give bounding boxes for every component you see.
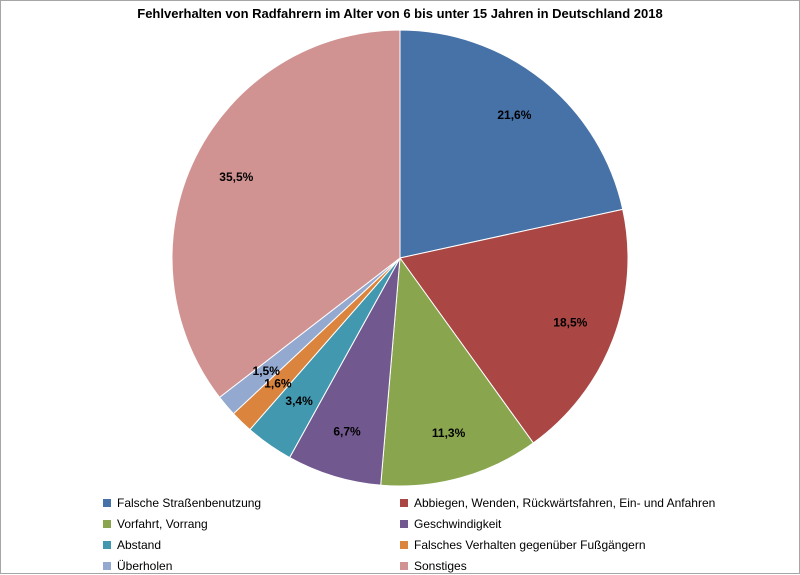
legend-label: Geschwindigkeit [414,517,502,531]
legend-item-sonstiges: Sonstiges [400,557,720,575]
pie-data-label: 6,7% [333,425,361,439]
pie-data-label: 1,6% [264,376,292,390]
legend-label: Abstand [117,538,162,552]
legend-label: Falsche Straßenbenutzung [117,496,262,510]
legend-swatch [400,499,408,507]
pie-data-label: 35,5% [219,170,253,184]
legend-swatch [103,541,111,549]
legend-item-abstand: Abstand [103,536,400,554]
pie-data-label: 18,5% [553,315,587,329]
legend-swatch [400,562,408,570]
pie-slice [399,208,629,444]
legend-swatch [103,520,111,528]
legend-swatch [400,520,408,528]
pie-slice [171,29,401,399]
pie-data-labels: 21,6% 18,5% 11,3% 6,7% 3,4% 1,6%1,5% 35,5% [219,108,587,440]
legend-item-falsche-strassenbenutzung: Falsche Straßenbenutzung [103,494,400,512]
pie-data-label: 21,6% [497,108,531,122]
legend-label: Sonstiges [414,559,467,573]
legend-label: Überholen [117,559,173,573]
legend-swatch [400,541,408,549]
pie-data-label: 11,3% [432,426,466,440]
pie-slices [171,29,629,487]
legend-label: Vorfahrt, Vorrang [117,517,208,531]
legend-swatch [103,499,111,507]
legend-item-geschwindigkeit: Geschwindigkeit [400,515,720,533]
legend-swatch [103,562,111,570]
legend-item-vorfahrt: Vorfahrt, Vorrang [103,515,400,533]
pie-slice [380,256,535,487]
legend-item-abbiegen: Abbiegen, Wenden, Rückwärtsfahren, Ein- … [400,494,720,512]
pie-data-label: 3,4% [285,394,313,408]
chart-title: Fehlverhalten von Radfahrern im Alter vo… [137,6,663,21]
pie-data-label: 1,5% [253,364,281,378]
legend-label: Abbiegen, Wenden, Rückwärtsfahren, Ein- … [414,496,716,510]
pie-slice [399,29,624,259]
legend-item-fussgaenger: Falsches Verhalten gegenüber Fußgängern [400,536,720,554]
legend: Falsche Straßenbenutzung Abbiegen, Wende… [103,494,723,575]
legend-item-ueberholen: Überholen [103,557,400,575]
legend-label: Falsches Verhalten gegenüber Fußgängern [414,538,646,552]
